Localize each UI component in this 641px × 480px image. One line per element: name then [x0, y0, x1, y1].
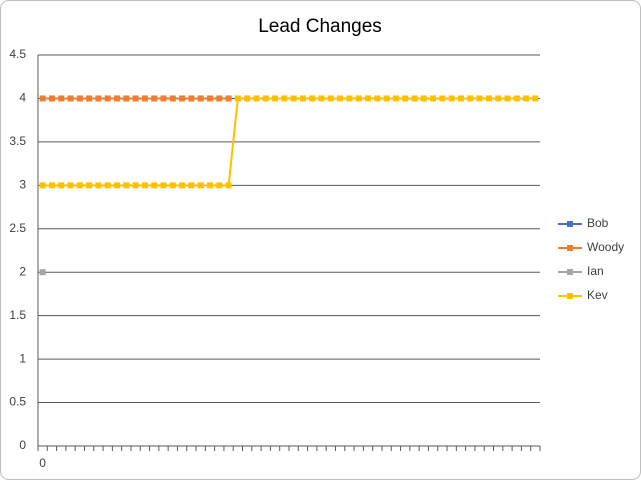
marker [439, 95, 446, 102]
marker [392, 95, 399, 102]
marker [39, 269, 46, 276]
legend-marker [567, 221, 573, 227]
marker [104, 95, 111, 102]
legend-marker [567, 245, 573, 251]
marker [253, 95, 260, 102]
marker [225, 95, 232, 102]
marker [179, 95, 186, 102]
y-tick-label: 0 [19, 438, 26, 452]
marker [383, 95, 390, 102]
marker [179, 182, 186, 189]
marker [197, 95, 204, 102]
marker [114, 182, 121, 189]
marker [86, 95, 93, 102]
marker [430, 95, 437, 102]
y-tick-label: 4 [19, 91, 26, 105]
marker [141, 95, 148, 102]
marker [160, 182, 167, 189]
marker [197, 182, 204, 189]
marker [114, 95, 121, 102]
y-tick-label: 1 [19, 351, 26, 365]
marker [281, 95, 288, 102]
y-tick-label: 0.5 [9, 395, 26, 409]
marker [402, 95, 409, 102]
marker [411, 95, 418, 102]
marker [48, 95, 55, 102]
marker [169, 182, 176, 189]
marker [309, 95, 316, 102]
marker [504, 95, 511, 102]
legend-marker [567, 269, 573, 275]
marker [58, 95, 65, 102]
marker [58, 182, 65, 189]
marker [476, 95, 483, 102]
marker [151, 182, 158, 189]
marker [365, 95, 372, 102]
marker [206, 95, 213, 102]
legend-label: Kev [587, 288, 608, 302]
marker [355, 95, 362, 102]
marker [48, 182, 55, 189]
marker [67, 95, 74, 102]
marker [76, 95, 83, 102]
marker [132, 95, 139, 102]
marker [95, 95, 102, 102]
y-tick-label: 3.5 [9, 134, 26, 148]
marker [123, 182, 130, 189]
marker [151, 95, 158, 102]
chart-title: Lead Changes [258, 16, 382, 37]
marker [216, 182, 223, 189]
marker [513, 95, 520, 102]
marker [337, 95, 344, 102]
marker [132, 182, 139, 189]
y-tick-label: 4.5 [9, 47, 26, 61]
marker [39, 182, 46, 189]
legend-label: Woody [587, 240, 624, 254]
marker [169, 95, 176, 102]
marker [262, 95, 269, 102]
marker [290, 95, 297, 102]
marker [188, 95, 195, 102]
y-tick-label: 3 [19, 178, 26, 192]
legend-label: Bob [587, 216, 609, 230]
marker [86, 182, 93, 189]
marker [318, 95, 325, 102]
marker [532, 95, 539, 102]
marker [485, 95, 492, 102]
marker [420, 95, 427, 102]
marker [374, 95, 381, 102]
marker [104, 182, 111, 189]
y-tick-label: 2.5 [9, 221, 26, 235]
marker [523, 95, 530, 102]
marker [141, 182, 148, 189]
marker [299, 95, 306, 102]
marker [95, 182, 102, 189]
x-tick-label: 0 [39, 456, 46, 470]
marker [467, 95, 474, 102]
marker [244, 95, 251, 102]
marker [160, 95, 167, 102]
y-tick-label: 1.5 [9, 308, 26, 322]
marker [346, 95, 353, 102]
marker [216, 95, 223, 102]
marker [188, 182, 195, 189]
legend-label: Ian [587, 264, 604, 278]
marker [206, 182, 213, 189]
marker [457, 95, 464, 102]
marker [67, 182, 74, 189]
marker [272, 95, 279, 102]
marker [76, 182, 83, 189]
marker [495, 95, 502, 102]
marker [39, 95, 46, 102]
marker [448, 95, 455, 102]
legend-marker [567, 293, 573, 299]
marker [327, 95, 334, 102]
marker [123, 95, 130, 102]
y-tick-label: 2 [19, 264, 26, 278]
marker [234, 95, 241, 102]
marker [225, 182, 232, 189]
